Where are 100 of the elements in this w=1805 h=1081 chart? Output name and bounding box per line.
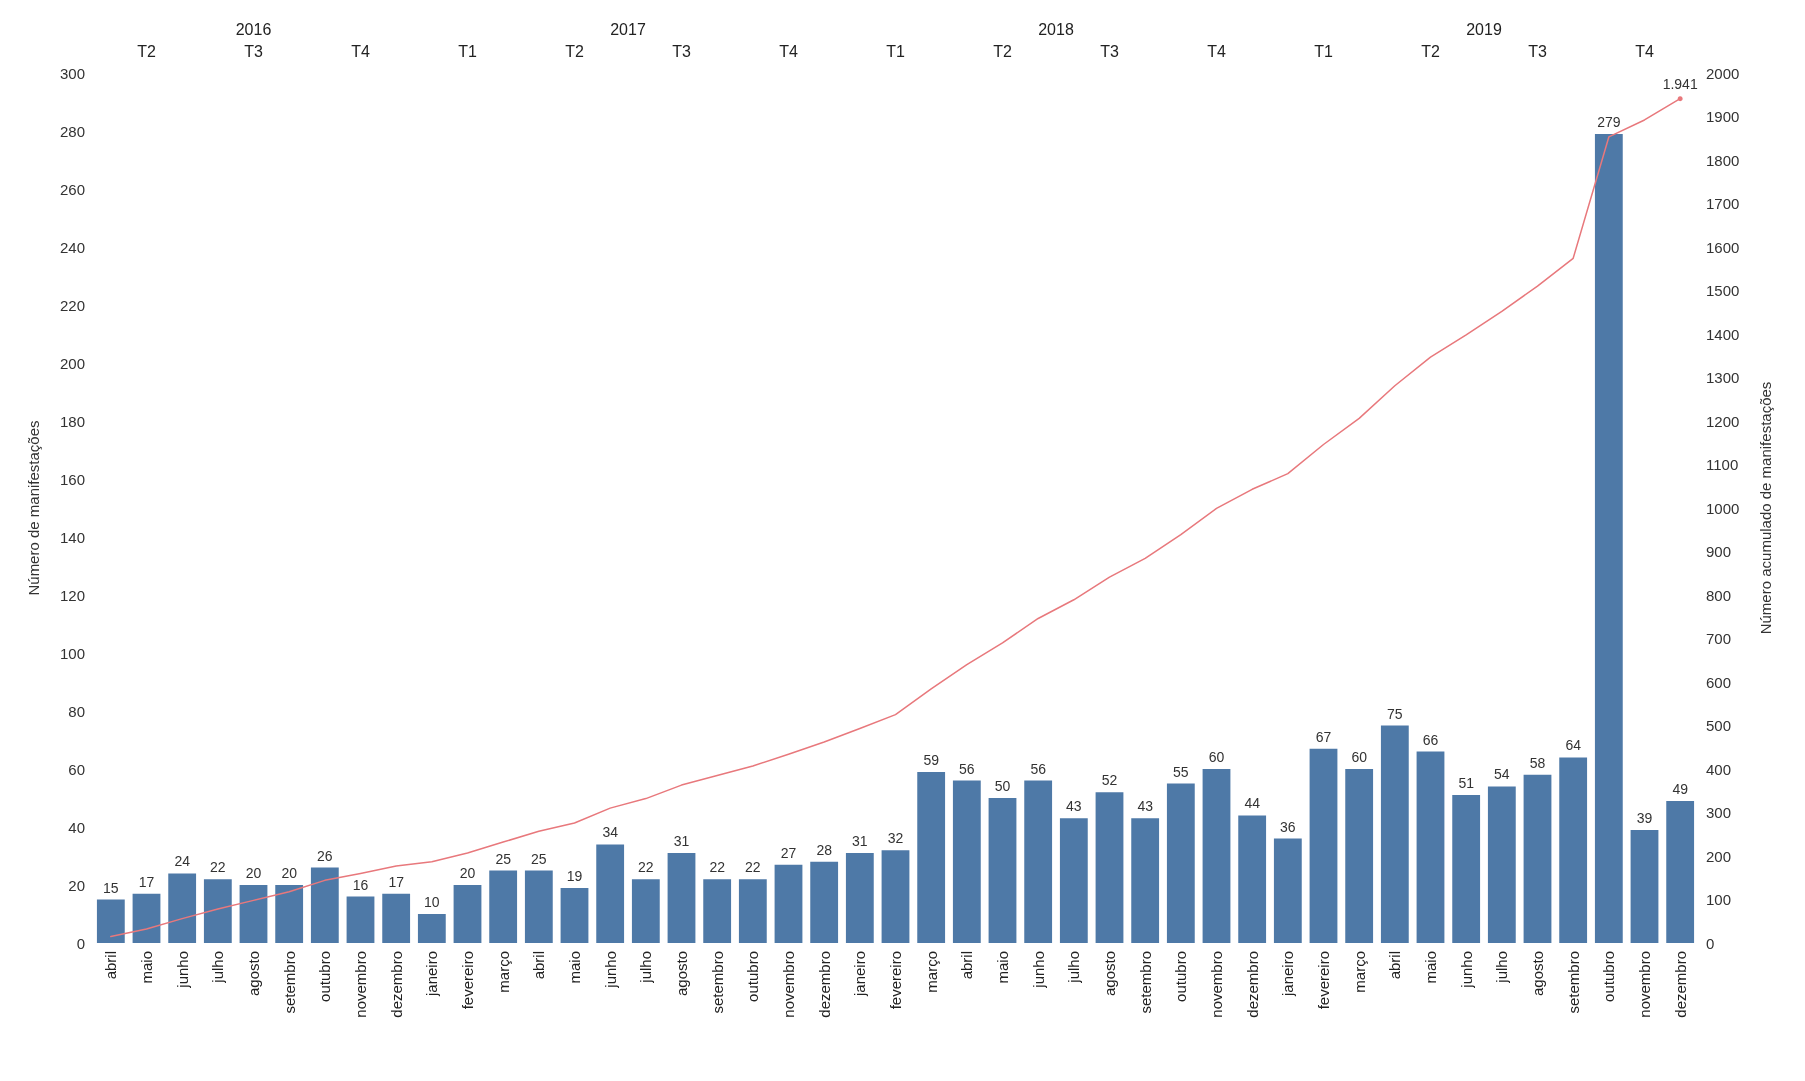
bar bbox=[417, 914, 446, 943]
data-label: 54 bbox=[1494, 766, 1510, 783]
data-label: 25 bbox=[495, 850, 512, 867]
x-tick-label: julho bbox=[637, 951, 655, 984]
y-tick-label: 160 bbox=[59, 470, 85, 488]
bar bbox=[952, 780, 981, 943]
data-label: 67 bbox=[1315, 728, 1332, 745]
x-tick-label: abril bbox=[102, 951, 120, 980]
bar bbox=[988, 798, 1017, 943]
data-label: 22 bbox=[745, 859, 761, 876]
y2-tick-label: 300 bbox=[1706, 804, 1732, 821]
bar bbox=[1452, 795, 1481, 943]
y-tick-label: 300 bbox=[59, 64, 85, 82]
x-tick-label: dezembro bbox=[1243, 951, 1261, 1018]
x-tick-label: maio bbox=[566, 951, 583, 984]
bar bbox=[1487, 786, 1516, 943]
data-label: 55 bbox=[1173, 763, 1189, 780]
data-label: 60 bbox=[1208, 749, 1225, 765]
data-label: 75 bbox=[1387, 705, 1403, 722]
x-tick-label: abril bbox=[1386, 951, 1404, 980]
x-tick-label: novembro bbox=[352, 951, 369, 1018]
x-tick-label: setembro bbox=[1564, 951, 1582, 1014]
y-tick-label: 280 bbox=[59, 122, 85, 140]
x-tick-label: maio bbox=[994, 951, 1011, 984]
data-label: 39 bbox=[1636, 809, 1653, 826]
data-label: 24 bbox=[174, 853, 191, 870]
x-tick-label: janeiro bbox=[851, 951, 869, 998]
y-tick-label: 80 bbox=[68, 702, 85, 720]
y2-tick-label: 600 bbox=[1706, 673, 1732, 691]
x-tick-label: junho bbox=[173, 951, 191, 989]
bar bbox=[1095, 792, 1124, 943]
y-tick-label: 120 bbox=[59, 586, 85, 604]
data-label: 16 bbox=[352, 876, 369, 893]
y2-tick-label: 1300 bbox=[1706, 369, 1740, 386]
bar bbox=[524, 870, 553, 943]
y-tick-label: 200 bbox=[59, 354, 85, 372]
text: T1 bbox=[1314, 42, 1333, 60]
data-label: 52 bbox=[1101, 772, 1118, 789]
y2-tick-label: 1500 bbox=[1706, 282, 1740, 299]
x-tick-label: maio bbox=[138, 951, 155, 984]
bar bbox=[489, 870, 518, 943]
x-tick-label: março bbox=[494, 951, 512, 993]
y2-tick-label: 1200 bbox=[1706, 412, 1740, 430]
x-tick-label: abril bbox=[958, 951, 976, 980]
x-tick-label: novembro bbox=[1636, 951, 1653, 1018]
y2-tick-label: 1900 bbox=[1706, 108, 1740, 125]
text: 2019 bbox=[1466, 20, 1502, 38]
bar bbox=[1202, 769, 1231, 943]
text: 2016 bbox=[235, 20, 272, 38]
x-tick-label: agosto bbox=[245, 951, 262, 997]
data-label: 43 bbox=[1137, 798, 1154, 815]
bar bbox=[96, 899, 125, 943]
x-tick-label: agosto bbox=[673, 951, 690, 997]
y-tick-label: 240 bbox=[59, 238, 85, 256]
text: T3 bbox=[672, 42, 691, 60]
bar bbox=[881, 850, 910, 943]
y2-tick-label: 2000 bbox=[1706, 64, 1740, 82]
data-label: 56 bbox=[1030, 760, 1047, 777]
bar bbox=[1416, 751, 1445, 943]
bar bbox=[1594, 133, 1623, 943]
x-tick-label: dezembro bbox=[815, 951, 833, 1018]
data-label: 51 bbox=[1458, 775, 1475, 792]
y2-tick-label: 1700 bbox=[1706, 195, 1740, 212]
x-tick-label: maio bbox=[1422, 951, 1439, 984]
x-tick-label: julho bbox=[1065, 951, 1083, 984]
data-label: 28 bbox=[816, 841, 833, 858]
y2-tick-label: 1000 bbox=[1706, 499, 1740, 517]
x-tick-label: fevereiro bbox=[1315, 951, 1332, 1010]
y2-tick-label: 700 bbox=[1706, 630, 1732, 647]
bar bbox=[1666, 800, 1695, 943]
data-label: 58 bbox=[1529, 754, 1546, 771]
x-tick-label: junho bbox=[601, 951, 619, 989]
bar bbox=[1523, 774, 1552, 943]
data-label: 20 bbox=[245, 865, 262, 881]
data-label: 25 bbox=[531, 850, 547, 867]
y2-axis-title: Número acumulado de manifestações bbox=[1757, 381, 1774, 635]
data-label: 279 bbox=[1597, 113, 1621, 130]
y2-tick-label: 200 bbox=[1706, 847, 1732, 865]
x-tick-label: setembro bbox=[280, 951, 298, 1014]
x-tick-label: agosto bbox=[1101, 951, 1118, 997]
bar bbox=[1238, 815, 1267, 943]
x-tick-label: outubro bbox=[316, 951, 334, 1002]
data-label: 27 bbox=[780, 844, 797, 861]
bar bbox=[1309, 748, 1338, 943]
x-tick-label: março bbox=[1350, 951, 1368, 993]
x-tick-label: abril bbox=[530, 951, 548, 980]
data-label: 44 bbox=[1244, 795, 1261, 812]
x-tick-label: agosto bbox=[1529, 951, 1546, 997]
y2-tick-label: 1100 bbox=[1706, 456, 1739, 473]
bar bbox=[667, 853, 696, 943]
y2-tick-label: 500 bbox=[1706, 717, 1732, 734]
x-tick-label: novembro bbox=[1208, 951, 1225, 1018]
data-label: 50 bbox=[994, 778, 1011, 794]
bar bbox=[631, 879, 660, 943]
text: T4 bbox=[1207, 42, 1226, 60]
bar bbox=[1630, 829, 1659, 943]
data-label: 20 bbox=[281, 865, 298, 881]
y2-tick-label: 800 bbox=[1706, 586, 1732, 604]
bar bbox=[774, 864, 803, 943]
y-tick-label: 140 bbox=[59, 528, 85, 546]
